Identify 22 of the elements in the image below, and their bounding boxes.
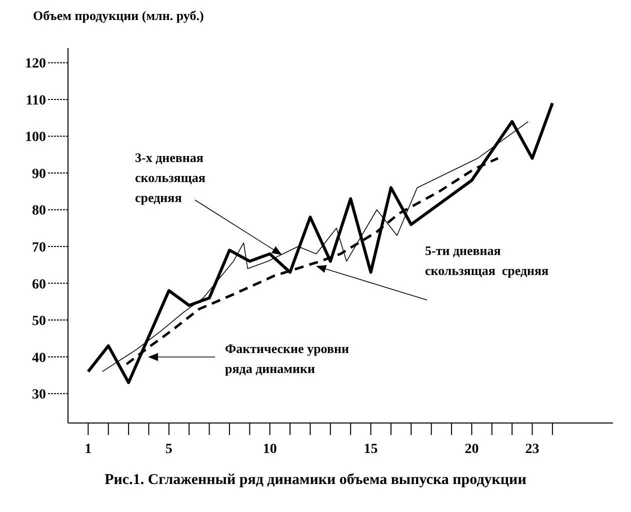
annotation: Фактические уровни ряда динамики — [225, 341, 350, 376]
y-tick-label: 70 — [32, 240, 46, 256]
y-tick-label: 30 — [32, 388, 46, 403]
y-tick-label: 100 — [25, 130, 46, 146]
y-tick-label: 120 — [25, 56, 46, 72]
annotation: 5-ти дневная скользящая средняя — [425, 243, 549, 278]
x-tick-label: 23 — [525, 442, 540, 457]
y-tick-label: 60 — [32, 277, 46, 292]
x-tick-label: 5 — [165, 442, 172, 457]
y-tick-label: 80 — [32, 204, 46, 219]
text: Рис.1. Сглаженный ряд динамики объема выпуска продукции — [104, 472, 528, 489]
annotation: 3-х дневная скользящая средняя — [135, 150, 206, 205]
y-axis-title: Объем продукции (млн. руб.) — [32, 8, 205, 25]
x-tick-label: 20 — [464, 442, 479, 457]
x-tick-label: 15 — [364, 442, 378, 457]
y-tick-label: 110 — [26, 93, 46, 108]
x-tick-label: 1 — [84, 442, 92, 457]
y-tick-label: 40 — [32, 350, 46, 366]
y-tick-label: 90 — [32, 166, 46, 182]
y-tick-label: 50 — [32, 314, 46, 330]
x-tick-label: 10 — [262, 442, 277, 457]
line-series — [86, 102, 554, 384]
